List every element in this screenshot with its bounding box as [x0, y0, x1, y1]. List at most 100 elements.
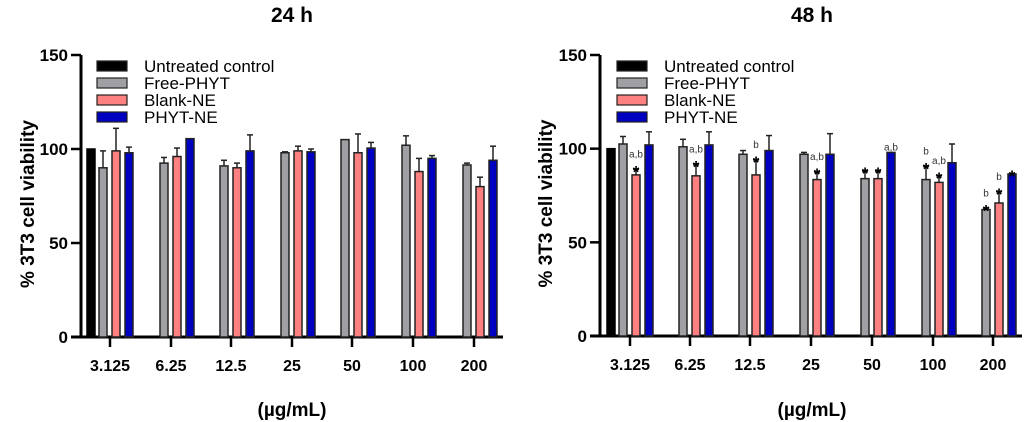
x-tick-label: 6.25 — [155, 358, 186, 375]
significance-letters: b — [996, 172, 1002, 183]
x-tick-label: 200 — [461, 358, 488, 375]
bar-untreated-control — [86, 148, 96, 338]
x-axis-label: (µg/mL) — [258, 400, 327, 421]
x-axis-label: (µg/mL) — [778, 400, 847, 421]
bar-phyt-ne — [366, 147, 376, 338]
significance-star: * — [693, 158, 700, 177]
bar-blank-ne — [475, 185, 485, 338]
bar-phyt-ne — [644, 144, 654, 337]
bar-blank-ne — [751, 174, 761, 337]
y-tick-label: 150 — [559, 46, 587, 65]
significance-star: * — [996, 185, 1003, 204]
significance-letters: b — [923, 146, 929, 157]
y-tick-label: 50 — [568, 233, 587, 252]
bar-phyt-ne — [704, 144, 714, 337]
bar-free-phyt — [462, 164, 472, 338]
y-axis-label: % 3T3 cell viability — [18, 120, 39, 288]
x-tick-label: 100 — [400, 358, 427, 375]
bar-blank-ne — [232, 167, 242, 338]
bar-blank-ne — [691, 175, 701, 337]
bar-free-phyt — [340, 138, 350, 338]
legend-swatch — [616, 94, 648, 106]
bar-blank-ne — [812, 178, 822, 337]
bar-blank-ne — [353, 152, 363, 338]
legend-swatch — [96, 77, 128, 89]
bar-free-phyt — [401, 144, 411, 338]
bar-phyt-ne — [427, 157, 437, 338]
y-tick-label: 100 — [40, 140, 68, 159]
bar-blank-ne — [172, 155, 182, 338]
x-tick-label: 12.5 — [215, 358, 246, 375]
significance-letters: b — [753, 140, 759, 151]
legend-label: Free-PHYT — [664, 74, 750, 93]
significance-star: * — [1009, 167, 1016, 186]
legend-swatch — [616, 77, 648, 89]
significance-star: * — [633, 162, 640, 181]
bar-free-phyt — [921, 178, 931, 337]
y-tick-label: 100 — [559, 140, 587, 159]
legend-label: PHYT-NE — [144, 108, 218, 127]
significance-letters: a,b — [810, 152, 824, 163]
chart-panel-2: 48 h 0 50 100 150 % 3T3 cell viability 3.125 6.… — [536, 4, 1022, 421]
y-axis-label: % 3T3 cell viability — [536, 119, 557, 287]
bar-phyt-ne — [245, 150, 255, 338]
y-tick-label: 150 — [40, 46, 68, 65]
bar-free-phyt — [618, 143, 628, 337]
bar-blank-ne — [994, 202, 1004, 337]
bar-free-phyt — [280, 152, 290, 338]
significance-star: * — [814, 165, 821, 184]
x-tick-label: 50 — [863, 357, 881, 374]
bar-blank-ne — [631, 174, 641, 337]
legend-label: Untreated control — [144, 57, 274, 76]
x-tick-label: 6.25 — [674, 357, 705, 374]
legend-label: Untreated control — [664, 57, 794, 76]
legend-label: Blank-NE — [664, 91, 736, 110]
bar-free-phyt — [98, 167, 108, 338]
bar-phyt-ne — [185, 137, 195, 338]
x-tick-label: 12.5 — [734, 357, 765, 374]
chart-panel-1: 24 h 0 50 100 150 % 3T3 cell viability 3.125 6.… — [18, 4, 503, 421]
x-tick-label: 3.125 — [610, 357, 650, 374]
x-tick-label: 100 — [920, 357, 947, 374]
legend-label: Free-PHYT — [144, 74, 230, 93]
bar-free-phyt — [799, 153, 809, 337]
significance-letters: a,b — [689, 145, 703, 156]
bar-phyt-ne — [488, 159, 498, 338]
significance-letters: a,b — [932, 156, 946, 167]
bar-phyt-ne — [825, 153, 835, 337]
bar-free-phyt — [981, 208, 991, 337]
x-tick-label: 25 — [283, 358, 301, 375]
significance-star: * — [923, 159, 930, 178]
y-tick-label: 0 — [59, 328, 68, 347]
legend-label: Blank-NE — [144, 91, 216, 110]
bar-blank-ne — [293, 150, 303, 338]
legend-swatch — [96, 94, 128, 106]
chart-title: 24 h — [271, 4, 313, 27]
x-tick-label: 50 — [343, 358, 361, 375]
bar-untreated-control — [606, 147, 616, 337]
bar-blank-ne — [934, 181, 944, 337]
bar-phyt-ne — [124, 152, 134, 338]
chart-title: 48 h — [791, 4, 833, 27]
significance-letters: b — [983, 189, 989, 200]
legend-label: PHYT-NE — [664, 108, 738, 127]
significance-star: * — [753, 153, 760, 172]
significance-star: * — [936, 169, 943, 188]
bar-free-phyt — [860, 177, 870, 337]
bar-phyt-ne — [764, 149, 774, 337]
bar-free-phyt — [219, 165, 229, 338]
bar-free-phyt — [738, 153, 748, 337]
bar-free-phyt — [159, 162, 169, 338]
x-tick-label: 200 — [980, 357, 1007, 374]
legend-swatch — [616, 111, 648, 123]
bar-blank-ne — [414, 170, 424, 338]
bar-phyt-ne — [1007, 173, 1017, 337]
bar-phyt-ne — [947, 161, 957, 337]
significance-star: * — [875, 164, 882, 183]
significance-star: * — [983, 202, 990, 221]
significance-letters: a,b — [629, 149, 643, 160]
bar-blank-ne — [111, 150, 121, 338]
bar-phyt-ne — [886, 151, 896, 337]
bar-blank-ne — [873, 177, 883, 337]
